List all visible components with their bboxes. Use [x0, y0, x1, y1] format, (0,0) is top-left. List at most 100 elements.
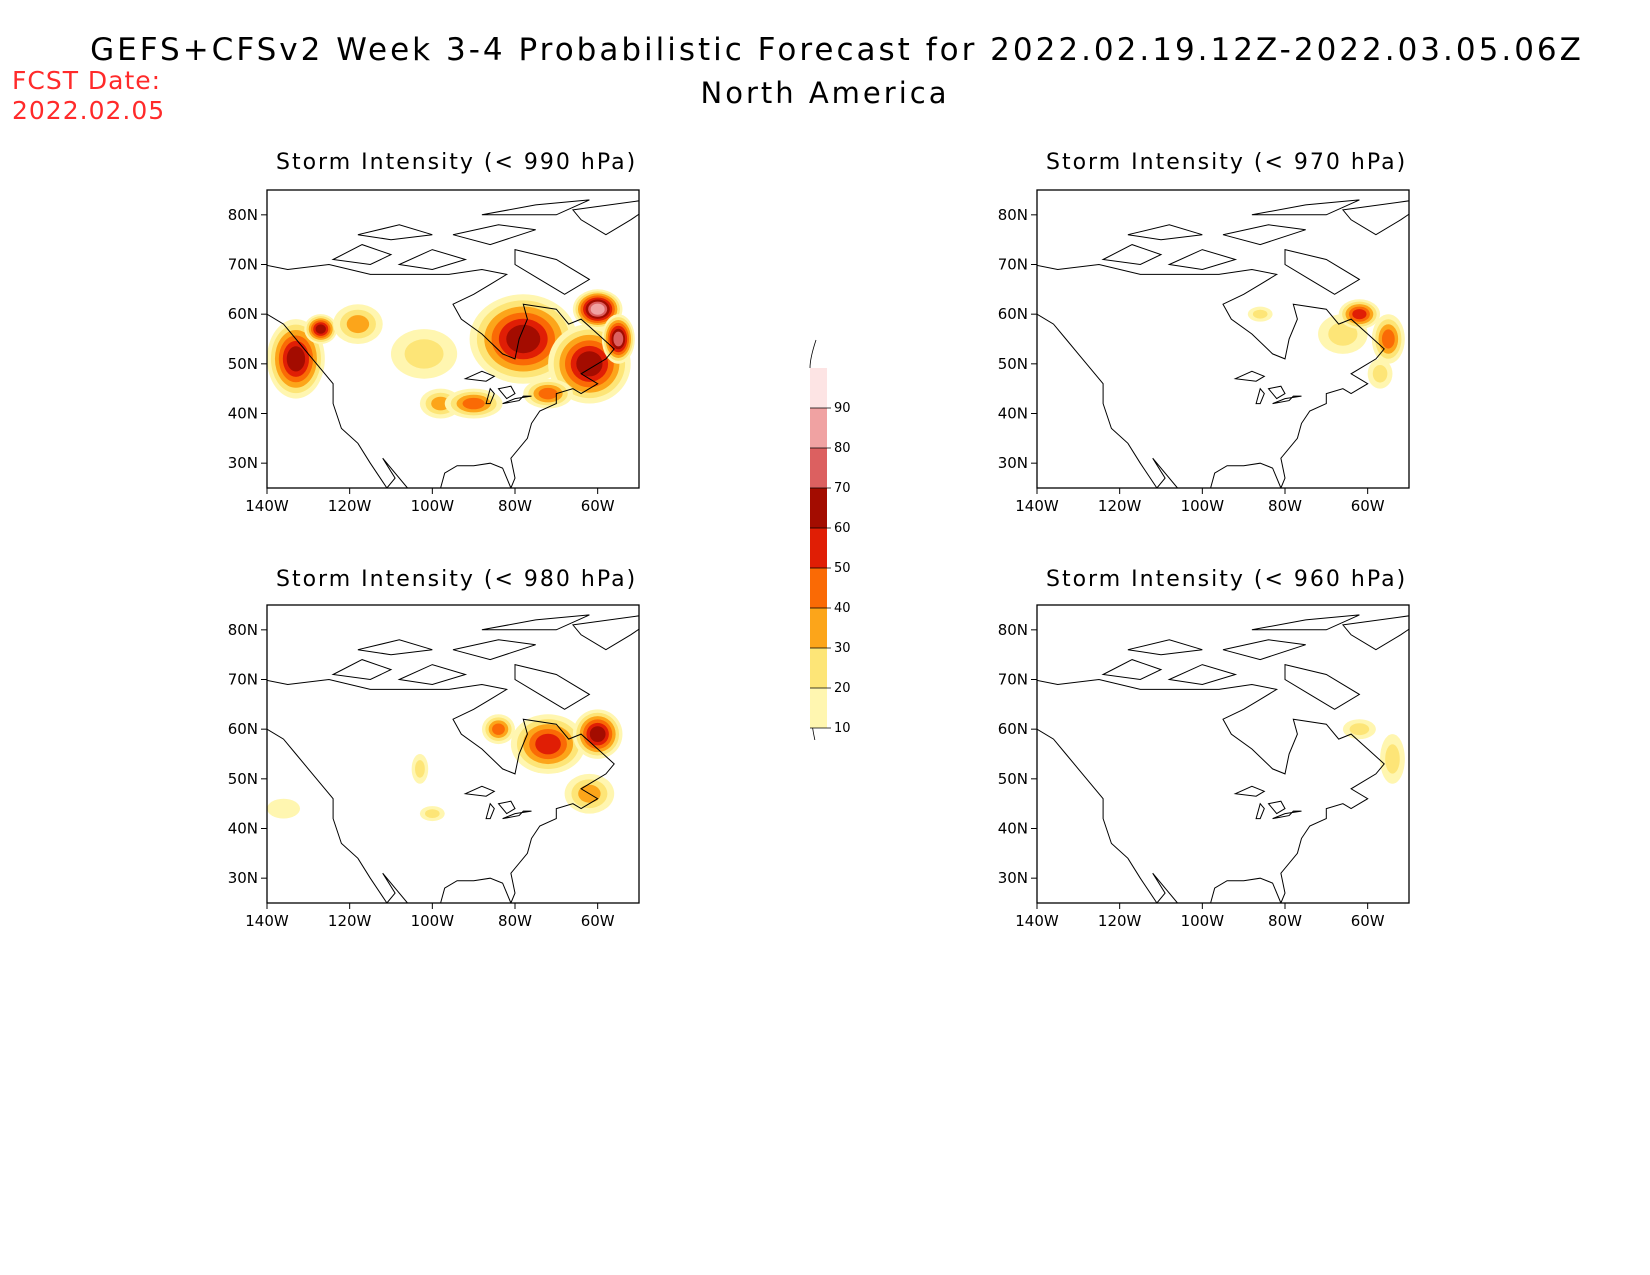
lat-tick-label: 70N [998, 256, 1028, 274]
map-frame [1036, 604, 1410, 904]
lon-tick-label: 140W [1015, 912, 1059, 930]
arctic-island [1127, 639, 1203, 656]
lon-tick-label: 80W [1268, 497, 1302, 515]
lon-tick-label: 120W [328, 497, 372, 515]
prob-contour-40 [538, 387, 558, 400]
lon-tick-label: 120W [328, 912, 372, 930]
lat-tick-label: 50N [228, 770, 258, 788]
coastlines [267, 614, 639, 903]
lat-tick-label: 60N [228, 305, 258, 323]
arctic-island [1251, 614, 1360, 631]
lon-tick-label: 140W [245, 497, 289, 515]
great-lake [1272, 810, 1302, 820]
arctic-island [481, 199, 590, 216]
lat-tick-label: 60N [998, 720, 1028, 738]
arctic-island [397, 249, 468, 271]
lat-tick-label: 30N [228, 869, 258, 887]
colorbar-swatch-10 [810, 688, 827, 728]
prob-contour-20 [425, 809, 440, 818]
arctic-island [1167, 249, 1238, 271]
lon-tick-label: 100W [1181, 912, 1225, 930]
arctic-island [331, 244, 393, 266]
coastline [1037, 263, 1385, 488]
great-lake [463, 785, 496, 797]
map-frame [266, 189, 640, 489]
great-lake [485, 387, 495, 405]
map-frame [1036, 189, 1410, 489]
coastlines [1037, 199, 1409, 488]
coastline [1037, 678, 1385, 903]
colorbar-label-30: 30 [834, 641, 851, 656]
arctic-island [357, 224, 433, 241]
map-panel-980: 30N 40N 50N 60N 70N 80N 140W 120W 100W 80W 60W [228, 604, 640, 930]
prob-contour-20 [1252, 309, 1268, 319]
prob-contour-70 [613, 331, 624, 347]
lat-tick-label: 40N [228, 820, 258, 838]
panel-title-990: Storm Intensity (< 990 hPa) [276, 150, 638, 175]
lon-tick-label: 120W [1098, 497, 1142, 515]
map-frame [266, 604, 640, 904]
lon-tick-label: 140W [245, 912, 289, 930]
colorbar-label-20: 20 [834, 681, 851, 696]
colorbar-label-10: 10 [834, 721, 851, 736]
lon-tick-label: 140W [1015, 497, 1059, 515]
arctic-island [452, 639, 536, 661]
colorbar-swatch-50 [810, 528, 827, 568]
great-lake [1233, 370, 1266, 382]
lat-tick-label: 30N [998, 454, 1028, 472]
colorbar-swatch-40 [810, 568, 827, 608]
lon-tick-label: 80W [498, 912, 532, 930]
lat-tick-label: 40N [998, 820, 1028, 838]
great-lake [502, 395, 532, 405]
map-panel-960: 30N 40N 50N 60N 70N 80N 140W 120W 100W 80W 60W [998, 604, 1410, 930]
prob-contour-40 [492, 723, 505, 735]
map-panel-970: 30N 40N 50N 60N 70N 80N 140W 120W 100W 80W 60W [998, 189, 1410, 515]
arctic-island [481, 614, 590, 631]
coastline [267, 678, 615, 903]
panel-title-970: Storm Intensity (< 970 hPa) [1046, 150, 1408, 175]
arctic-island [357, 639, 433, 656]
lon-tick-label: 60W [1351, 497, 1385, 515]
great-lake [502, 810, 532, 820]
lat-tick-label: 40N [998, 405, 1028, 423]
great-lake [485, 802, 495, 820]
lon-tick-label: 80W [498, 497, 532, 515]
prob-contour-40 [462, 397, 485, 410]
prob-contour-20 [1349, 723, 1370, 736]
arctic-island [1284, 248, 1361, 295]
arctic-island [514, 663, 591, 710]
lat-tick-label: 40N [228, 405, 258, 423]
arctic-island [331, 659, 393, 681]
lat-tick-label: 80N [228, 621, 258, 639]
arctic-island [1101, 659, 1163, 681]
colorbar-label-80: 80 [834, 441, 851, 456]
colorbar: 10 20 30 40 50 60 70 80 90 [809, 339, 851, 740]
lat-tick-label: 70N [228, 256, 258, 274]
map-panel-990: 30N 40N 50N 60N 70N 80N 140W 120W 100W 80W 60W [228, 189, 640, 515]
lat-tick-label: 60N [228, 720, 258, 738]
chart-subtitle: North America [700, 76, 950, 110]
arctic-island [1251, 199, 1360, 216]
arctic-island [514, 248, 591, 295]
fcst-date-label: FCST Date: [12, 66, 162, 95]
great-lake [1272, 395, 1302, 405]
prob-contour-20 [415, 760, 425, 778]
colorbar-label-40: 40 [834, 601, 851, 616]
arctic-island [1167, 664, 1238, 686]
probability-shading [1247, 299, 1405, 389]
lon-tick-label: 60W [1351, 912, 1385, 930]
great-lake [497, 800, 516, 815]
prob-contour-60 [506, 324, 541, 354]
arctic-island [1341, 615, 1409, 651]
prob-contour-80 [590, 303, 605, 315]
prob-contour-10 [267, 798, 301, 819]
colorbar-top-arc [809, 339, 817, 369]
prob-contour-60 [286, 346, 306, 372]
prob-contour-20 [1328, 322, 1358, 346]
prob-contour-30 [346, 315, 370, 334]
prob-contour-40 [1381, 329, 1395, 349]
great-lake [1267, 385, 1286, 400]
lon-tick-label: 120W [1098, 912, 1142, 930]
fcst-date-value: 2022.02.05 [12, 96, 166, 125]
coastline [267, 263, 615, 488]
